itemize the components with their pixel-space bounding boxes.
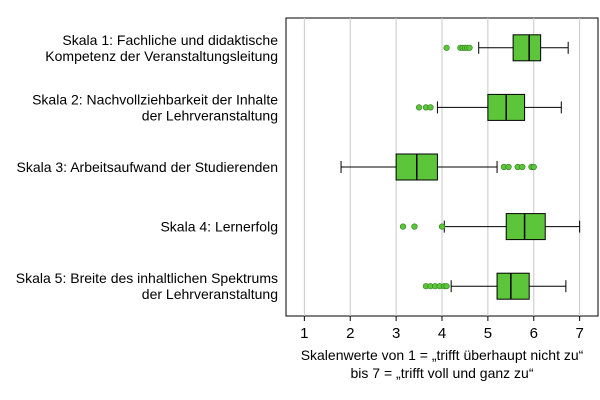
- x-axis-label-line-2: bis 7 = „trifft voll und ganz zu“: [351, 365, 534, 381]
- category-label: der Lehrveranstaltung: [142, 107, 278, 123]
- iqr-box: [505, 213, 546, 241]
- grid-lines: [303, 18, 581, 316]
- outlier-point: [427, 104, 434, 111]
- category-label: Skala 4: Lernerfolg: [160, 219, 278, 235]
- box-series-row: [399, 213, 581, 241]
- x-tick-label: 3: [392, 325, 400, 342]
- iqr-box: [496, 272, 530, 300]
- outlier-point: [443, 283, 450, 290]
- category-label: der Lehrveranstaltung: [142, 286, 278, 302]
- x-tick-label: 6: [530, 325, 538, 342]
- outlier-point: [415, 104, 423, 111]
- box-series-row: [443, 34, 569, 62]
- outlier-point: [438, 223, 446, 230]
- outlier-point: [399, 223, 407, 230]
- category-label: Skala 1: Fachliche und didaktische: [62, 32, 278, 48]
- x-axis-label-line-1: Skalenwerte von 1 = „trifft überhaupt ni…: [301, 347, 584, 363]
- outlier-point: [443, 44, 450, 51]
- box-series-row: [422, 272, 567, 300]
- x-tick-label: 7: [575, 325, 583, 342]
- x-tick-label: 5: [484, 325, 492, 342]
- category-label: Kompetenz der Veranstaltungsleitung: [45, 48, 278, 64]
- x-tick-label: 4: [438, 325, 446, 342]
- category-label: Skala 2: Nachvollziehbarkeit der Inhalte: [32, 91, 278, 107]
- outlier-point: [466, 44, 473, 51]
- x-tick-label: 2: [346, 325, 354, 342]
- box-series-row: [415, 93, 562, 121]
- outlier-point: [530, 163, 537, 171]
- box-series: [340, 34, 581, 300]
- category-labels: Skala 1: Fachliche und didaktischeKompet…: [16, 32, 278, 302]
- outlier-point: [519, 163, 526, 171]
- outlier-point: [411, 223, 418, 230]
- category-label: Skala 3: Arbeitsaufwand der Studierenden: [16, 159, 278, 175]
- iqr-box: [512, 34, 542, 62]
- outlier-point: [505, 163, 512, 171]
- category-label: Skala 5: Breite des inhaltlichen Spektru…: [16, 270, 278, 286]
- x-tick-label: 1: [300, 325, 308, 342]
- x-axis-ticks: 1 2 3 4 5 6 7: [300, 316, 584, 342]
- box-series-row: [340, 153, 537, 181]
